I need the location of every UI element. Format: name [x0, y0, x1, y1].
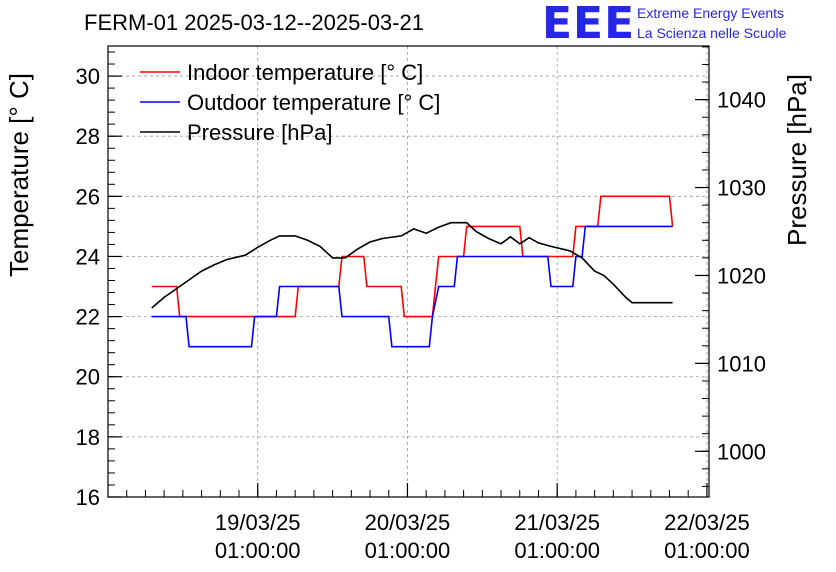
- eee-logo-line2: La Scienza nelle Scuole: [637, 25, 787, 41]
- y2-tick-label: 1020: [717, 263, 766, 288]
- legend-label: Outdoor temperature [° C]: [187, 90, 440, 115]
- axes: 16 18 20 22 24 26 28 30 1000 1010 1020 1030 1040 19/0…: [76, 46, 766, 563]
- y-tick-label: 30: [76, 64, 100, 89]
- x-tick-label-date: 20/03/25: [365, 510, 451, 535]
- y-tick-label: 28: [76, 124, 100, 149]
- x-tick-label-time: 01:00:00: [664, 538, 750, 563]
- y2-axis-label: Pressure [hPa]: [782, 74, 812, 246]
- y-tick-label: 22: [76, 305, 100, 330]
- x-tick-label-time: 01:00:00: [514, 538, 600, 563]
- x-tick-label-time: 01:00:00: [215, 538, 301, 563]
- y-tick-label: 26: [76, 184, 100, 209]
- y-tick-label: 18: [76, 425, 100, 450]
- x-tick-label-time: 01:00:00: [365, 538, 451, 563]
- series-lines: [151, 195, 674, 348]
- x-tick-label-date: 21/03/25: [514, 510, 600, 535]
- y-tick-label: 20: [76, 365, 100, 390]
- y2-tick-label: 1010: [717, 351, 766, 376]
- y2-tick-label: 1040: [717, 88, 766, 113]
- legend-label: Pressure [hPa]: [187, 120, 333, 145]
- y-tick-label: 24: [76, 244, 100, 269]
- plot-frame: [107, 45, 710, 498]
- y2-tick-label: 1030: [717, 176, 766, 201]
- x-tick-label-date: 19/03/25: [215, 510, 301, 535]
- series-line-pressure: [151, 221, 673, 309]
- series-line-outdoor: [151, 225, 673, 348]
- eee-logo-line1: Extreme Energy Events: [637, 5, 785, 21]
- chart-title: FERM-01 2025-03-12--2025-03-21: [84, 10, 424, 35]
- eee-logo-mark: EEE: [542, 0, 636, 49]
- legend: Indoor temperature [° C] Outdoor temperat…: [140, 60, 440, 145]
- y2-tick-label: 1000: [717, 439, 766, 464]
- y-axis-label: Temperature [° C]: [4, 73, 34, 277]
- x-tick-label-date: 22/03/25: [664, 510, 750, 535]
- legend-label: Indoor temperature [° C]: [187, 60, 423, 85]
- y-tick-label: 16: [76, 485, 100, 510]
